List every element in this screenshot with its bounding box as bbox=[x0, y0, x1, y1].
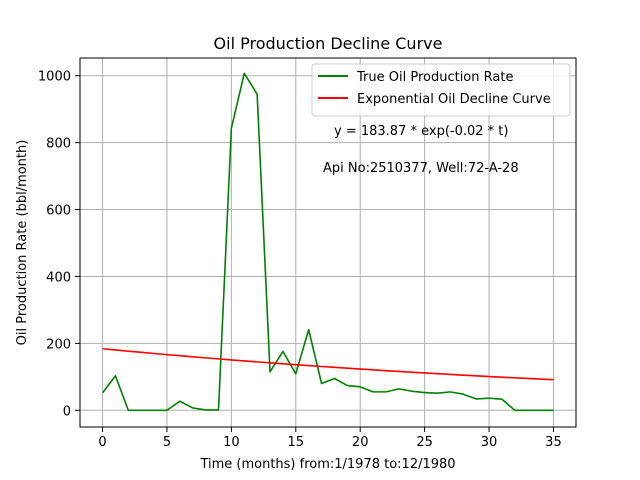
y-tick-label: 1000 bbox=[38, 70, 71, 85]
exponential-decline-curve-line bbox=[102, 347, 554, 381]
legend-box bbox=[311, 63, 571, 117]
chart-title: Oil Production Decline Curve bbox=[214, 34, 443, 53]
x-tick-label: 15 bbox=[288, 435, 305, 450]
true-oil-production-rate-line bbox=[101, 72, 554, 412]
plot-frame bbox=[79, 57, 577, 428]
y-axis-label: Oil Production Rate (bbl/month) bbox=[15, 140, 30, 346]
axis-ticks: 0 5 10 15 20 25 30 35 0 200 400 600 800 1000 bbox=[38, 70, 562, 450]
y-tick-label: 400 bbox=[46, 270, 71, 285]
y-tick-label: 600 bbox=[46, 204, 71, 219]
x-tick-label: 5 bbox=[163, 435, 171, 450]
y-tick-label: 200 bbox=[46, 337, 71, 352]
legend: True Oil Production Rate Exponential Oil… bbox=[311, 63, 571, 117]
series-lines bbox=[101, 72, 554, 412]
x-tick-label: 25 bbox=[416, 435, 433, 450]
equation-annotation: y = 183.87 * exp(-0.02 * t) bbox=[334, 124, 508, 139]
x-tick-label: 35 bbox=[545, 435, 562, 450]
y-tick-label: 800 bbox=[46, 137, 71, 152]
x-axis-label: Time (months) from:1/1978 to:12/1980 bbox=[199, 457, 455, 472]
legend-label-true-rate: True Oil Production Rate bbox=[356, 70, 513, 85]
x-tick-label: 10 bbox=[223, 435, 240, 450]
x-tick-label: 0 bbox=[98, 435, 106, 450]
x-tick-label: 20 bbox=[352, 435, 369, 450]
well-annotation: Api No:2510377, Well:72-A-28 bbox=[323, 161, 519, 176]
y-tick-label: 0 bbox=[63, 404, 71, 419]
x-tick-label: 30 bbox=[481, 435, 498, 450]
legend-label-exponential-curve: Exponential Oil Decline Curve bbox=[357, 92, 551, 107]
